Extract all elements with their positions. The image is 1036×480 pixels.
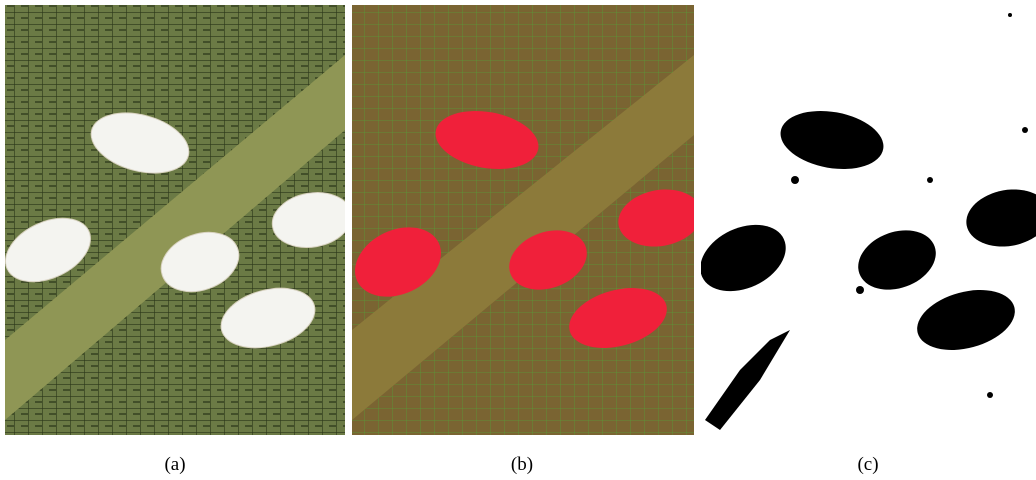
panel-a-image xyxy=(0,5,356,435)
panel-caption: (b) xyxy=(462,454,582,476)
panel-c-image xyxy=(690,5,1036,435)
figure: (a) (b) (c) xyxy=(0,0,1036,480)
panel-b-image xyxy=(344,5,707,435)
figure-images xyxy=(0,0,1036,440)
panel-caption: (a) xyxy=(115,454,235,476)
panel-caption: (c) xyxy=(808,454,928,476)
